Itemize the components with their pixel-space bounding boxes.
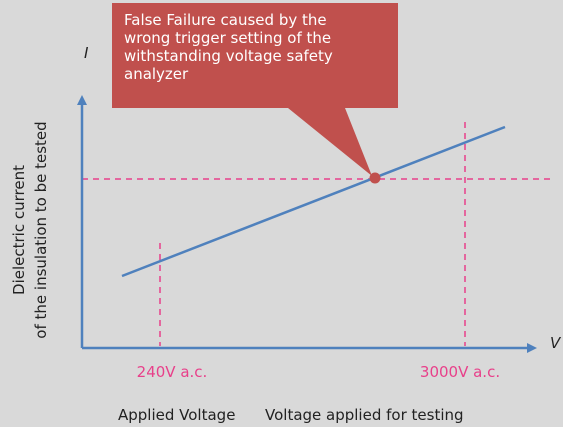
marker-label: 240V a.c. [137,363,208,381]
current-line [121,125,506,278]
callout-text: False Failure caused by the wrong trigge… [124,11,333,83]
x-caption: Applied Voltage [118,406,235,424]
y-label: of the insulation to be tested [32,121,50,338]
callout-line: analyzer [124,65,189,83]
failure-point [369,172,381,184]
marker-label: 3000V a.c. [420,363,500,381]
y-symbol: I [84,44,89,62]
callout-line: withstanding voltage safety [124,47,333,65]
callout-line: False Failure caused by the [124,11,327,29]
x-symbol: V [550,334,562,352]
callout-line: wrong trigger setting of the [124,29,331,47]
y-label: Dielectric current [10,165,28,295]
x-caption: Voltage applied for testing [265,406,464,424]
callout [112,3,398,176]
